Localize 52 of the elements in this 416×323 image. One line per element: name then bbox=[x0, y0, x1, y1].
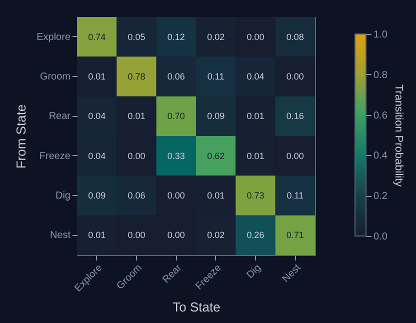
data-label: 0.06 bbox=[167, 72, 185, 82]
y-tick-label: Nest bbox=[50, 230, 71, 242]
data-label: 0.05 bbox=[128, 32, 146, 42]
x-tick-label: Dig bbox=[244, 262, 264, 281]
y-tick-label: Explore bbox=[36, 32, 71, 43]
color-bar-label: 1.0 bbox=[374, 30, 388, 40]
data-label: 0.02 bbox=[207, 230, 225, 240]
data-label: 0.11 bbox=[207, 72, 224, 82]
color-bar-label: 0.0 bbox=[374, 232, 388, 242]
color-bar-title: Transition Probability bbox=[392, 84, 404, 188]
data-label: 0.74 bbox=[88, 32, 106, 42]
data-label: 0.01 bbox=[128, 111, 146, 122]
data-label: 0.06 bbox=[128, 190, 146, 200]
color-bar-label: 0.8 bbox=[374, 70, 388, 81]
data-label: 0.04 bbox=[246, 72, 264, 82]
data-label: 0.78 bbox=[128, 72, 146, 82]
data-label: 0.02 bbox=[207, 32, 225, 42]
data-label: 0.01 bbox=[88, 72, 106, 82]
data-label: 0.01 bbox=[207, 190, 225, 200]
data-label: 0.16 bbox=[286, 111, 304, 122]
y-tick-label: Rear bbox=[48, 111, 72, 122]
data-label: 0.26 bbox=[246, 230, 264, 240]
data-label: 0.04 bbox=[88, 111, 106, 122]
data-label: 0.00 bbox=[286, 72, 304, 82]
data-label: 0.00 bbox=[167, 230, 185, 240]
data-label: 0.00 bbox=[128, 230, 146, 240]
data-label: 0.08 bbox=[286, 32, 304, 42]
x-axis-title: To State bbox=[172, 300, 220, 315]
data-label: 0.33 bbox=[167, 150, 185, 161]
y-tick-label: Freeze bbox=[39, 150, 71, 162]
data-label: 0.70 bbox=[167, 111, 185, 122]
data-label: 0.11 bbox=[286, 190, 304, 200]
data-label: 0.12 bbox=[167, 32, 185, 42]
color-bar-label: 0.4 bbox=[374, 150, 388, 162]
data-label: 0.00 bbox=[167, 190, 185, 200]
color-bar-label: 0.6 bbox=[374, 110, 388, 122]
y-tick-label: Groom bbox=[40, 72, 70, 82]
data-label: 0.09 bbox=[88, 190, 106, 200]
data-label: 0.01 bbox=[88, 230, 106, 240]
data-label: 0.71 bbox=[286, 230, 304, 240]
color-bar-label: 0.2 bbox=[374, 191, 388, 202]
data-label: 0.09 bbox=[207, 111, 225, 122]
data-label: 0.73 bbox=[246, 190, 264, 200]
y-tick-label: Dig bbox=[55, 190, 70, 202]
data-label: 0.04 bbox=[88, 150, 106, 161]
data-label: 0.00 bbox=[286, 150, 304, 161]
y-axis-title: From State bbox=[14, 104, 29, 169]
data-label: 0.62 bbox=[207, 150, 225, 161]
data-label: 0.01 bbox=[246, 150, 264, 161]
data-label: 0.01 bbox=[246, 111, 264, 122]
data-label: 0.00 bbox=[128, 150, 146, 161]
data-label: 0.00 bbox=[246, 32, 264, 42]
